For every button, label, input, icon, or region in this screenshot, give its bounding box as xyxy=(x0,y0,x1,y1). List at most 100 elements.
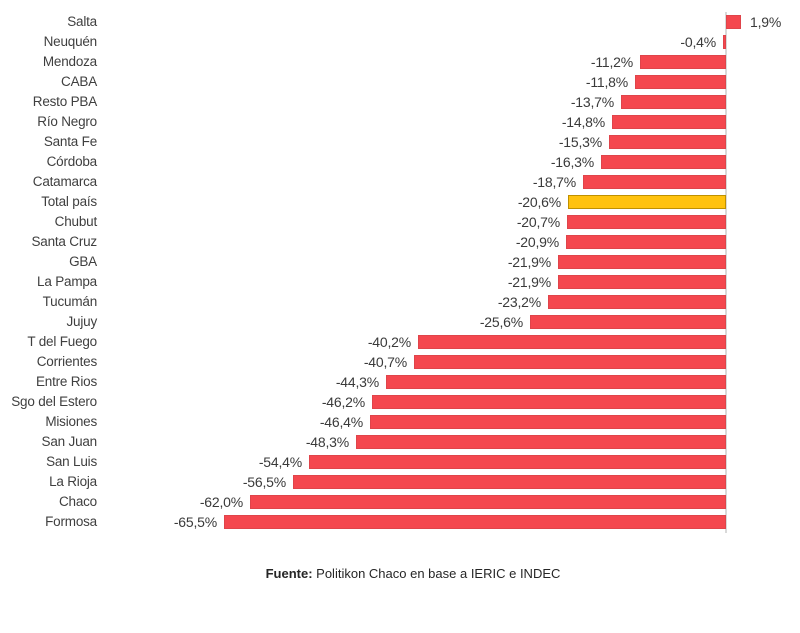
value-bar xyxy=(601,155,726,169)
value-label: -20,9% xyxy=(515,234,559,250)
chart-row: Catamarca -18,7% xyxy=(0,172,800,192)
chart-row: Córdoba -16,3% xyxy=(0,152,800,172)
category-label: Corrientes xyxy=(36,354,97,369)
value-label: -21,9% xyxy=(507,254,551,270)
value-label: -21,9% xyxy=(507,274,551,290)
source-label: Fuente: xyxy=(265,566,313,581)
chart-row: San Juan -48,3% xyxy=(0,432,800,452)
value-label: -11,8% xyxy=(585,74,628,90)
category-label: Santa Fe xyxy=(43,134,97,149)
value-bar xyxy=(372,395,726,409)
value-bar xyxy=(558,275,726,289)
value-bar xyxy=(558,255,726,269)
value-label: -40,2% xyxy=(367,334,411,350)
value-label: -40,7% xyxy=(363,354,407,370)
value-bar xyxy=(640,55,726,69)
category-label: Tucumán xyxy=(42,294,98,309)
value-bar xyxy=(356,435,726,449)
value-label: -46,4% xyxy=(319,414,363,430)
value-label: -0,4% xyxy=(680,34,716,50)
chart-row: Sgo del Estero -46,2% xyxy=(0,392,800,412)
chart-row: Resto PBA -13,7% xyxy=(0,92,800,112)
chart-row: Chaco -62,0% xyxy=(0,492,800,512)
value-label: -54,4% xyxy=(258,454,302,470)
value-label: -56,5% xyxy=(242,474,286,490)
chart-row: La Rioja -56,5% xyxy=(0,472,800,492)
value-bar xyxy=(609,135,726,149)
category-label: La Pampa xyxy=(37,274,97,289)
chart-row: Jujuy -25,6% xyxy=(0,312,800,332)
value-bar xyxy=(250,495,726,509)
chart-row: Santa Fe -15,3% xyxy=(0,132,800,152)
category-label: San Juan xyxy=(41,434,98,449)
category-label: Chubut xyxy=(54,214,98,229)
total-pais-highlight-bar xyxy=(568,195,726,209)
category-label: Sgo del Estero xyxy=(11,394,97,409)
value-label: -20,7% xyxy=(516,214,560,230)
value-label: -48,3% xyxy=(305,434,349,450)
value-label: 1,9% xyxy=(750,14,782,30)
chart-row: Total país -20,6% xyxy=(0,192,800,212)
category-label: Neuquén xyxy=(43,34,98,49)
chart-row: Río Negro -14,8% xyxy=(0,112,800,132)
chart-row: Santa Cruz -20,9% xyxy=(0,232,800,252)
category-label: Córdoba xyxy=(46,154,98,169)
category-label: GBA xyxy=(69,254,97,269)
value-label: -62,0% xyxy=(199,494,243,510)
value-bar xyxy=(386,375,726,389)
value-bar xyxy=(548,295,726,309)
value-label: -65,5% xyxy=(173,514,217,530)
value-bar xyxy=(635,75,726,89)
chart-row: La Pampa -21,9% xyxy=(0,272,800,292)
value-bar xyxy=(418,335,726,349)
value-bar xyxy=(723,35,726,49)
value-bar xyxy=(621,95,726,109)
category-label: Catamarca xyxy=(32,174,97,189)
value-label: -14,8% xyxy=(561,114,605,130)
chart-row: San Luis -54,4% xyxy=(0,452,800,472)
chart-row: Misiones -46,4% xyxy=(0,412,800,432)
value-bar xyxy=(224,515,726,529)
bar-chart: Salta 1,9% Neuquén -0,4% Mendoza -11,2% CABA -1… xyxy=(0,12,800,533)
category-label: La Rioja xyxy=(49,474,97,489)
chart-row: Tucumán -23,2% xyxy=(0,292,800,312)
category-label: Resto PBA xyxy=(32,94,97,109)
value-bar xyxy=(309,455,726,469)
category-label: Río Negro xyxy=(37,114,97,129)
source-text: Politikon Chaco en base a IERIC e INDEC xyxy=(312,566,561,581)
category-label: Mendoza xyxy=(42,54,97,69)
value-bar xyxy=(566,235,726,249)
value-bar xyxy=(414,355,726,369)
chart-row: Corrientes -40,7% xyxy=(0,352,800,372)
category-label: Entre Rios xyxy=(35,374,97,389)
value-bar xyxy=(612,115,726,129)
value-bar xyxy=(567,215,726,229)
value-label: -16,3% xyxy=(550,154,594,170)
chart-row: Mendoza -11,2% xyxy=(0,52,800,72)
value-label: -20,6% xyxy=(517,194,561,210)
chart-row: Chubut -20,7% xyxy=(0,212,800,232)
source-note: Fuente: Politikon Chaco en base a IERIC … xyxy=(0,566,800,581)
chart-row: CABA -11,8% xyxy=(0,72,800,92)
category-label: Santa Cruz xyxy=(31,234,97,249)
value-label: -44,3% xyxy=(335,374,379,390)
value-bar xyxy=(293,475,726,489)
value-bar xyxy=(726,15,741,29)
value-label: -15,3% xyxy=(558,134,602,150)
category-label: Jujuy xyxy=(66,314,97,329)
chart-row: Entre Rios -44,3% xyxy=(0,372,800,392)
category-label: Chaco xyxy=(58,494,97,509)
category-label: San Luis xyxy=(46,454,97,469)
chart-row: GBA -21,9% xyxy=(0,252,800,272)
category-label: Salta xyxy=(67,14,97,29)
value-label: -25,6% xyxy=(479,314,523,330)
value-label: -11,2% xyxy=(590,54,633,70)
category-label: Formosa xyxy=(45,514,97,529)
value-label: -13,7% xyxy=(570,94,614,110)
category-label: CABA xyxy=(61,74,97,89)
chart-row: T del Fuego -40,2% xyxy=(0,332,800,352)
zero-axis-line xyxy=(725,12,727,533)
chart-row: Formosa -65,5% xyxy=(0,512,800,532)
chart-row: Neuquén -0,4% xyxy=(0,32,800,52)
